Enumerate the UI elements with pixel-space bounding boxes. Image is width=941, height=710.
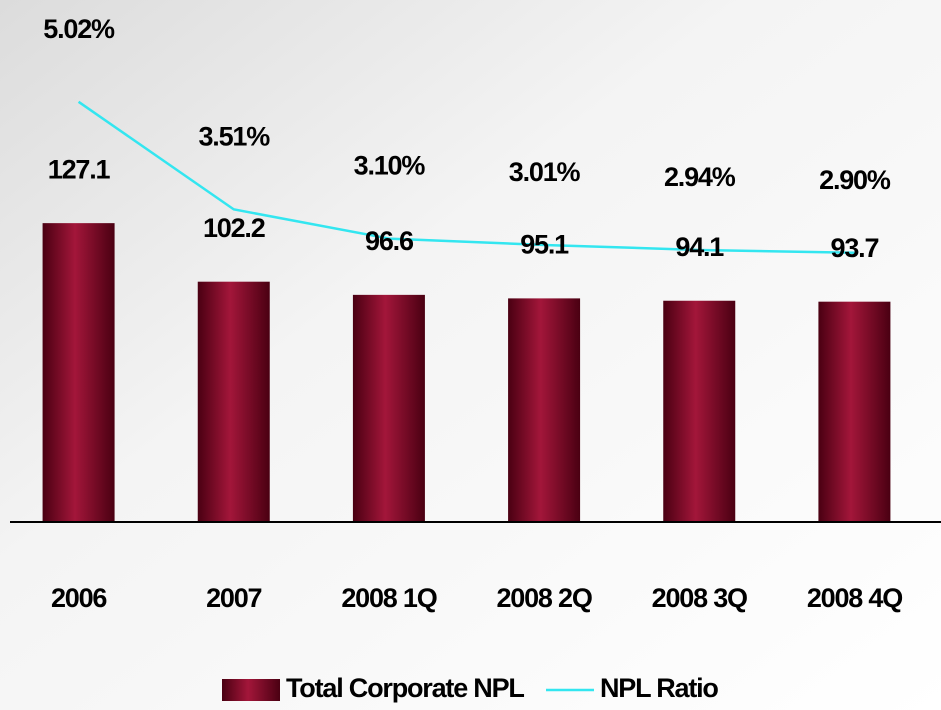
bar	[818, 301, 891, 522]
bar-value-label: 93.7	[831, 233, 879, 263]
bar-value-label: 127.1	[48, 154, 111, 184]
legend-swatch	[222, 679, 280, 701]
bar	[352, 294, 425, 522]
bar	[197, 281, 270, 522]
bar	[42, 223, 115, 522]
line-value-label: 3.10%	[354, 151, 426, 181]
x-tick-label: 2008 2Q	[496, 583, 591, 613]
line-value-label: 3.01%	[509, 157, 581, 187]
legend-label: NPL Ratio	[600, 673, 718, 703]
x-tick-label: 2007	[206, 583, 261, 613]
line-value-label: 3.51%	[198, 121, 270, 151]
x-tick-label: 2008 3Q	[652, 583, 747, 613]
line-value-label: 2.90%	[819, 165, 891, 195]
legend-label: Total Corporate NPL	[286, 673, 524, 703]
x-tick-label: 2006	[51, 583, 107, 613]
x-tick-label: 2008 1Q	[341, 583, 436, 613]
bar-value-label: 94.1	[675, 232, 724, 262]
bar-value-label: 96.6	[365, 226, 414, 256]
bar-value-label: 102.2	[203, 213, 265, 243]
bar-value-label: 95.1	[520, 230, 569, 260]
line-value-label: 2.94%	[664, 162, 736, 192]
line-series	[77, 100, 855, 255]
bar	[508, 298, 581, 522]
x-tick-label: 2008 4Q	[807, 583, 902, 613]
line-value-label: 5.02%	[43, 14, 115, 44]
bar	[663, 300, 736, 522]
